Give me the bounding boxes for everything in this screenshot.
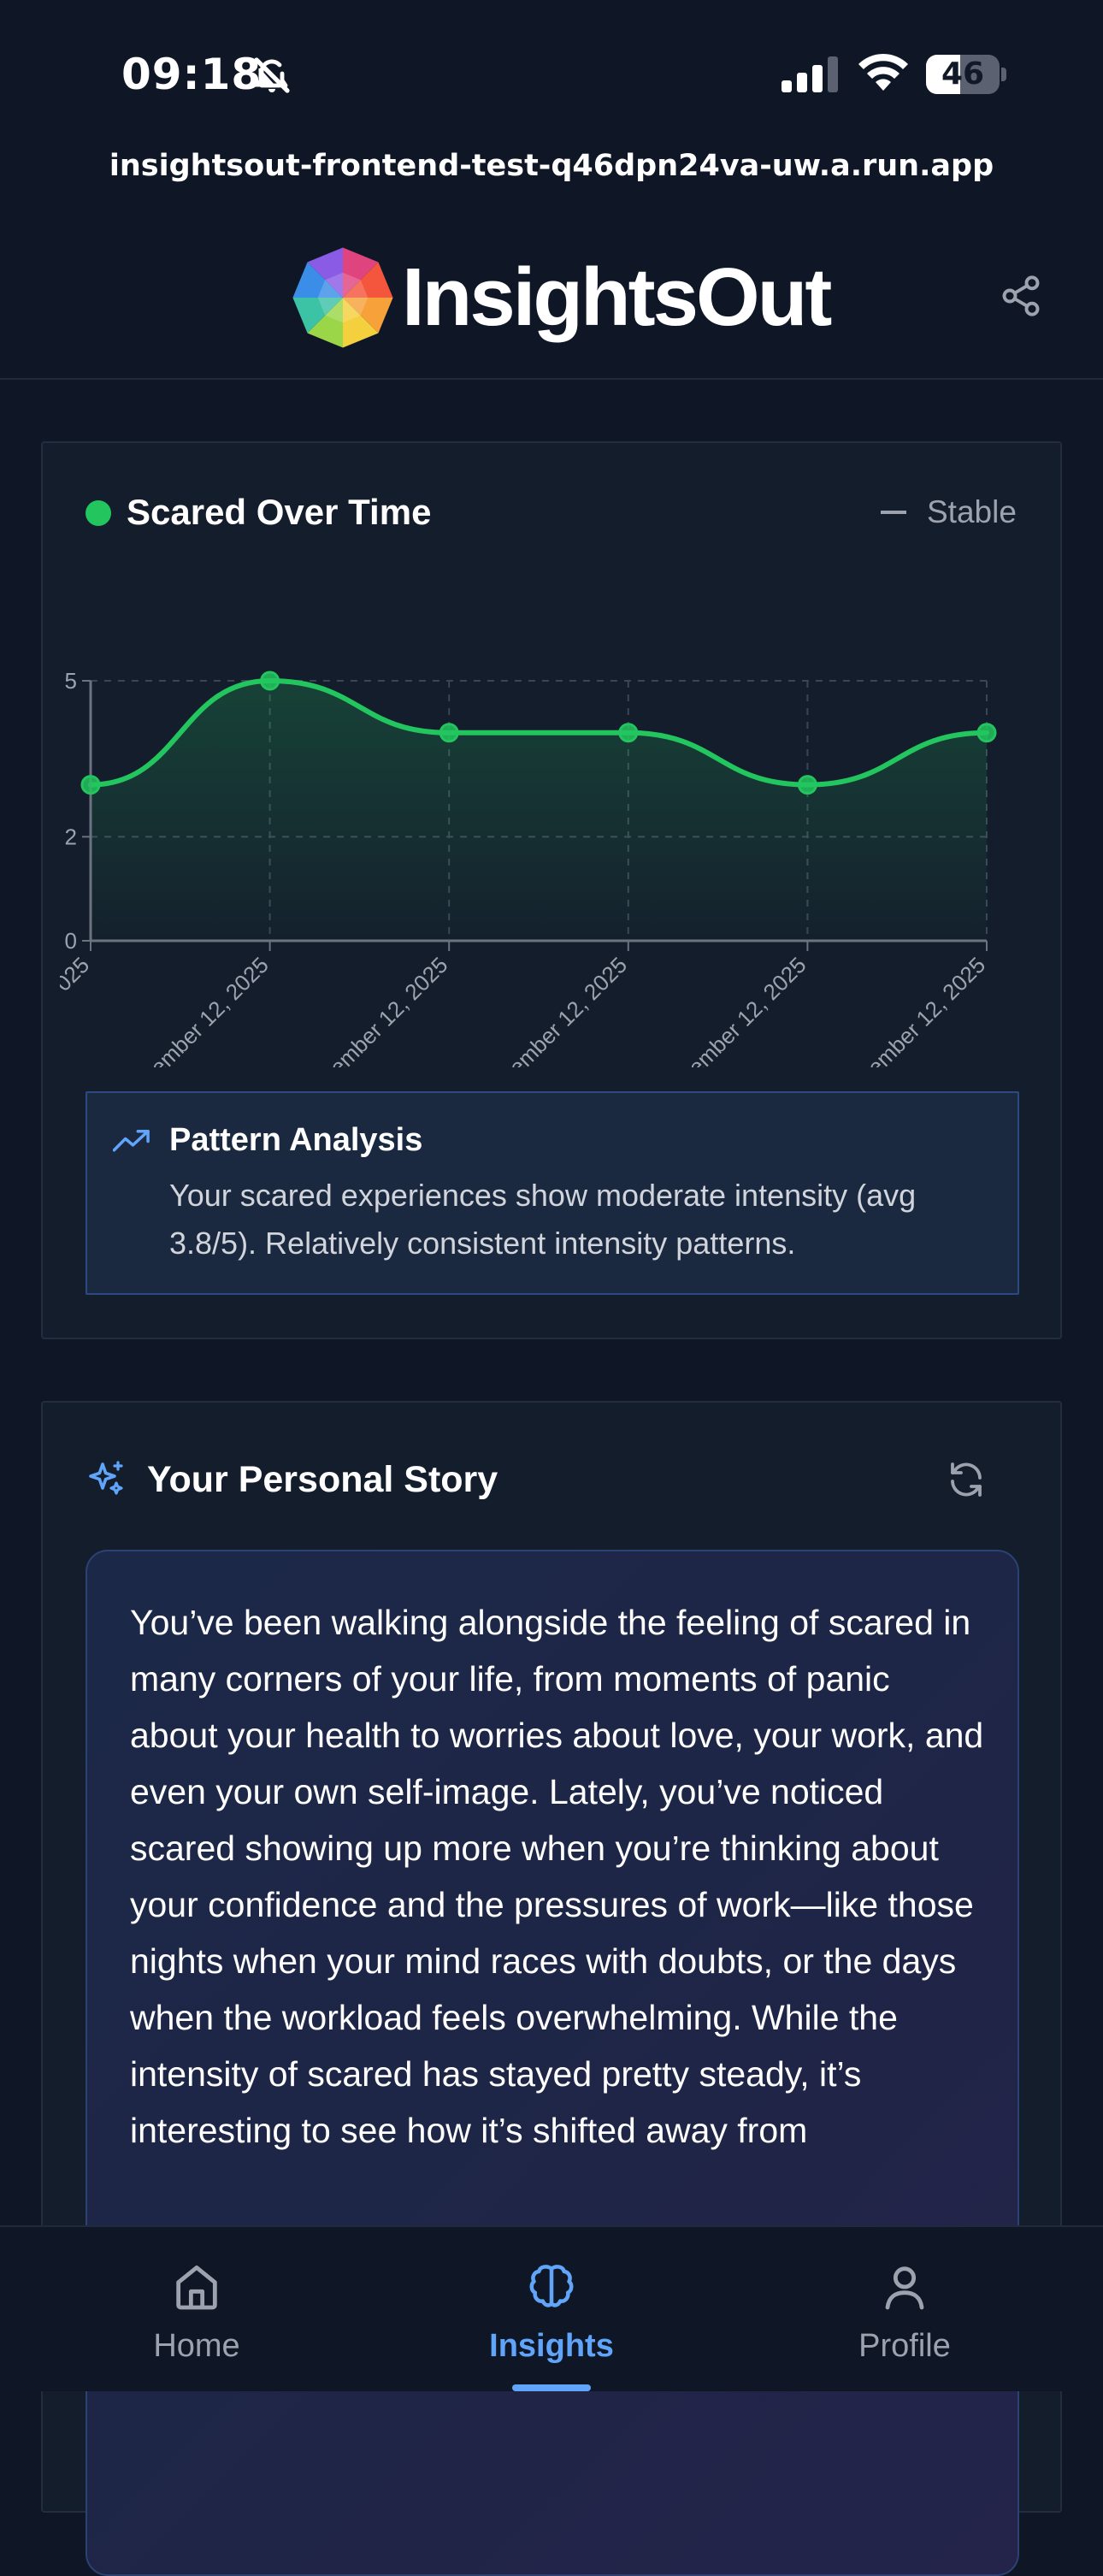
refresh-icon[interactable] xyxy=(946,1459,987,1500)
app-header: InsightsOut xyxy=(0,214,1103,380)
prism-logo-icon xyxy=(292,247,393,348)
status-bar: 09:18 46 insightsout-frontend-test-q46dp… xyxy=(0,0,1103,183)
data-point xyxy=(260,671,280,691)
emotion-color-dot xyxy=(86,500,111,526)
user-icon xyxy=(885,2266,924,2310)
nav-insights-label: Insights xyxy=(489,2328,614,2364)
app-name: InsightsOut xyxy=(402,251,832,343)
y-tick-label: 0 xyxy=(65,928,77,954)
data-point xyxy=(618,723,639,743)
nav-insights[interactable]: Insights xyxy=(423,2227,680,2393)
battery-indicator: 46 xyxy=(926,55,1006,94)
x-tick-label: December 12, 2025 xyxy=(475,952,632,1067)
x-tick-label: December 12, 2025 xyxy=(835,952,991,1067)
nav-profile-label: Profile xyxy=(858,2328,951,2364)
nav-profile[interactable]: Profile xyxy=(776,2227,1033,2393)
battery-level: 46 xyxy=(941,56,985,92)
brain-icon xyxy=(529,2265,574,2307)
active-tab-indicator xyxy=(512,2384,591,2391)
data-point xyxy=(80,775,101,795)
browser-url[interactable]: insightsout-frontend-test-q46dpn24va-uw.… xyxy=(109,149,994,183)
minus-icon xyxy=(881,511,906,514)
series-area xyxy=(91,681,987,941)
x-tick-label: December 12, 2025 xyxy=(297,952,453,1067)
y-tick-label: 2 xyxy=(65,824,77,849)
pattern-analysis-box: Pattern Analysis Your scared experiences… xyxy=(86,1091,1019,1295)
nav-home[interactable]: Home xyxy=(68,2227,325,2393)
status-time: 09:18 xyxy=(121,50,262,99)
emotion-chart-card: Scared Over Time Stable 0 2 5 025 December 1… xyxy=(41,441,1062,1339)
sparkles-icon xyxy=(89,1461,123,1495)
series-line xyxy=(88,677,989,788)
cellular-signal-icon xyxy=(782,56,838,92)
pattern-analysis-title: Pattern Analysis xyxy=(169,1122,423,1158)
data-point xyxy=(976,723,997,743)
x-tick-label: December 12, 2025 xyxy=(655,952,811,1067)
nav-home-label: Home xyxy=(153,2328,240,2364)
bottom-navigation: Home Insights Profile xyxy=(0,2225,1103,2391)
share-icon[interactable] xyxy=(999,274,1043,318)
chart-title: Scared Over Time xyxy=(127,492,432,532)
x-tick-label: December 12, 2025 xyxy=(117,952,274,1067)
home-icon xyxy=(176,2265,217,2310)
pattern-analysis-text: Your scared experiences show moderate in… xyxy=(169,1178,917,1261)
y-tick-label: 5 xyxy=(65,668,77,694)
x-tick-label: 025 xyxy=(50,952,94,996)
bell-off-icon xyxy=(254,57,290,93)
story-title: Your Personal Story xyxy=(147,1459,498,1500)
wifi-icon xyxy=(858,53,908,91)
data-point xyxy=(439,723,459,743)
trend-label: Stable xyxy=(927,494,1017,529)
data-point xyxy=(797,775,817,795)
story-text-box: You’ve been walking alongside the feelin… xyxy=(86,1550,1019,2576)
story-text: You’ve been walking alongside the feelin… xyxy=(130,1603,984,2150)
trending-up-icon xyxy=(113,1129,150,1152)
